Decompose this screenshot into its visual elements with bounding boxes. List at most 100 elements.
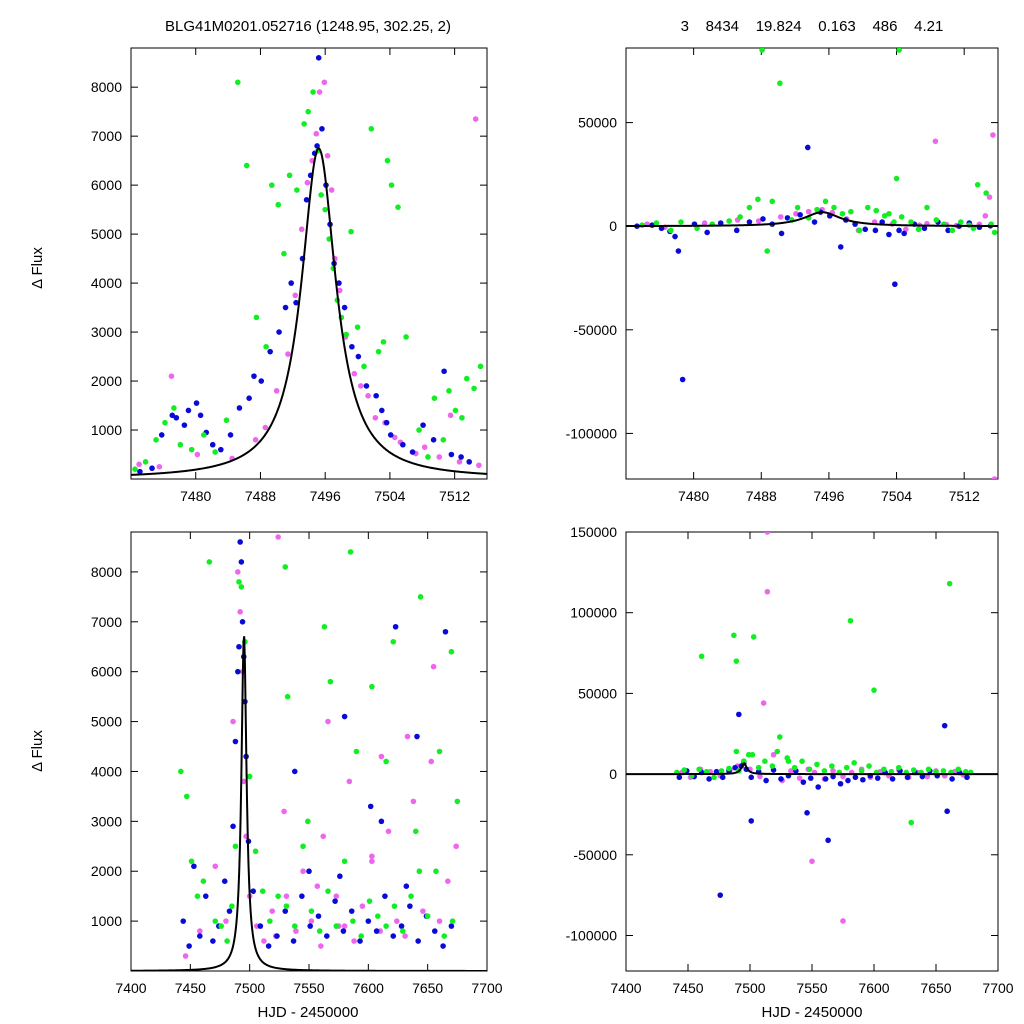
top-left-point — [137, 468, 143, 475]
bottom-left-point — [430, 663, 437, 670]
bottom-left-point — [403, 883, 410, 889]
top-left-point — [379, 407, 385, 414]
bottom-left-point — [246, 773, 253, 780]
top-left-point — [173, 414, 180, 421]
panel-bottom-left: 7400 7450 7500 7550 7600 7650 7700 1000 2000 3000… — [91, 531, 503, 996]
top-left-point — [263, 343, 269, 350]
bottom-right-point — [814, 761, 820, 768]
bottom-left-point — [404, 733, 411, 740]
bottom-right-point — [830, 773, 836, 780]
top-left-point — [267, 348, 273, 355]
top-right-point — [831, 204, 837, 211]
top-left-point — [321, 79, 328, 86]
top-left-point — [288, 280, 295, 286]
bottom-left-point — [357, 938, 363, 944]
bottom-left-point — [341, 858, 348, 865]
top-right-point — [668, 227, 674, 234]
top-right-point — [678, 219, 684, 225]
bottom-right-point — [717, 892, 724, 898]
bottom-right-ytick-label: 150000 — [570, 524, 617, 540]
top-right-point — [746, 204, 753, 211]
bottom-left-point — [183, 793, 190, 800]
top-right-point — [733, 227, 740, 234]
bottom-left-point — [180, 918, 187, 924]
bottom-right-point — [732, 764, 738, 771]
bottom-right-point — [874, 775, 881, 781]
bottom-left-point — [448, 923, 455, 929]
top-left-title: BLG41M0201.052716 (1248.95, 302.25, 2) — [165, 18, 451, 35]
top-right-point — [896, 48, 902, 53]
bottom-left-point — [332, 898, 338, 904]
bottom-left-point — [324, 933, 330, 939]
top-left-point — [197, 412, 204, 419]
bottom-right-point — [733, 748, 740, 755]
top-right-series-series_b — [634, 144, 994, 383]
bottom-right-point — [944, 808, 950, 815]
top-left-point — [294, 187, 300, 193]
bottom-left-point — [229, 903, 235, 909]
top-right-point — [886, 210, 892, 217]
top-right-point — [701, 220, 708, 226]
top-right-point — [862, 226, 869, 233]
bottom-left-point — [308, 918, 315, 924]
top-right-point — [675, 248, 682, 254]
bottom-left-point — [410, 798, 417, 805]
bottom-left-point — [394, 918, 400, 924]
bottom-right-point — [845, 777, 851, 784]
bottom-left-point — [369, 683, 375, 690]
top-right-point — [982, 213, 989, 219]
top-right-point — [983, 190, 989, 196]
bottom-right-point — [889, 776, 896, 782]
top-left-point — [236, 405, 243, 411]
bottom-left-point — [416, 868, 423, 875]
bottom-left-xtick-label: 7550 — [293, 980, 324, 996]
bottom-left-point — [237, 539, 243, 545]
bottom-left-model-curve — [131, 636, 487, 971]
bottom-left-point — [327, 678, 334, 685]
bottom-left-point — [436, 748, 443, 755]
bottom-left-point — [341, 713, 348, 720]
bottom-left-point — [212, 863, 219, 870]
bottom-right-point — [776, 734, 783, 740]
top-left-point — [227, 432, 234, 438]
bottom-right-point — [847, 617, 854, 624]
top-right-model-curve — [626, 211, 998, 228]
top-left-ytick-label: 8000 — [91, 79, 122, 95]
top-right-plot-area — [626, 48, 998, 479]
bottom-right-point — [762, 758, 768, 764]
bottom-left-point — [445, 878, 451, 885]
bottom-left-point — [306, 868, 312, 875]
top-right-ytick-label: -50000 — [573, 322, 617, 338]
bottom-right-point — [866, 763, 872, 769]
bottom-right-point — [711, 774, 717, 781]
top-left-ylabel: Δ Flux — [29, 247, 46, 289]
bottom-left-point — [269, 908, 276, 914]
bottom-right-frame — [625, 531, 999, 972]
top-left-point — [319, 126, 325, 132]
top-left-plot-area — [131, 54, 487, 476]
top-left-point — [348, 228, 354, 235]
bottom-left-point — [210, 938, 216, 944]
bottom-right-ytick-label: 0 — [609, 766, 617, 782]
top-left-point — [305, 108, 311, 115]
bottom-right-point — [908, 819, 914, 826]
bottom-left-point — [197, 933, 203, 939]
bottom-left-point — [449, 918, 456, 924]
top-left-point — [349, 343, 355, 350]
top-left-xtick-label: 7496 — [310, 488, 341, 504]
top-left-point — [361, 363, 367, 370]
bottom-right-point — [770, 751, 777, 758]
bottom-right-xtick-label: 7450 — [672, 980, 703, 996]
top-left-point — [458, 454, 464, 460]
top-left-point — [201, 432, 207, 438]
top-right-point — [873, 207, 880, 214]
bottom-right-point — [809, 858, 815, 865]
bottom-left-point — [367, 803, 374, 810]
top-left-point — [281, 250, 287, 257]
top-right-point — [672, 233, 678, 240]
bottom-right-point — [696, 766, 702, 773]
top-right-point — [974, 181, 981, 188]
bottom-left-point — [420, 908, 426, 914]
bottom-left-point — [218, 923, 224, 929]
bottom-left-point — [283, 893, 290, 899]
